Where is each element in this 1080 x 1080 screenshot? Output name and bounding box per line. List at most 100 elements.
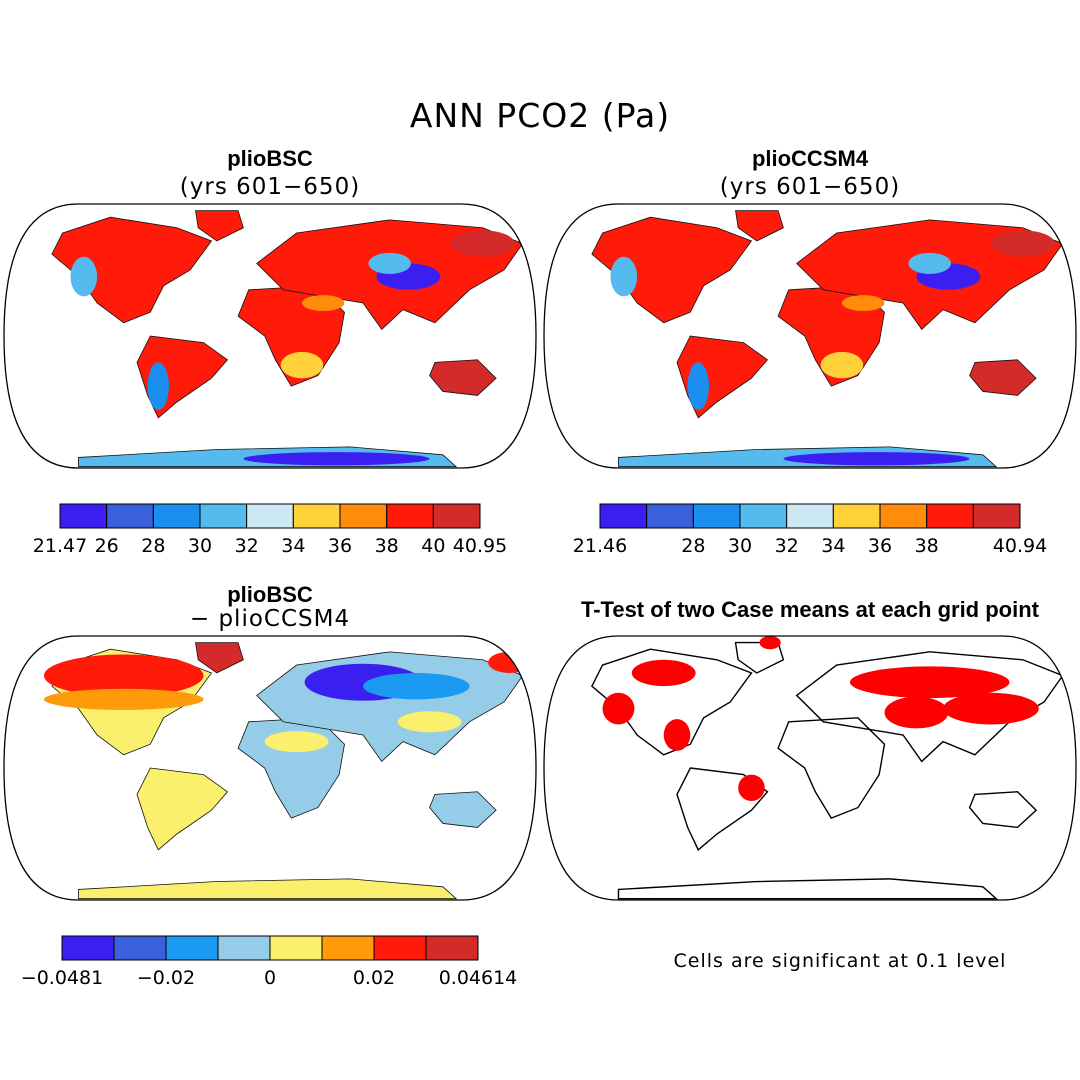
colorbar-3-box-2 bbox=[165, 935, 219, 961]
continent-australia bbox=[968, 791, 1038, 829]
panel-1-title: plioBSC bbox=[227, 146, 313, 171]
colorbar-3-box-3 bbox=[217, 935, 271, 961]
map-background bbox=[544, 636, 1076, 900]
colorbar-2-label-0: 21.46 bbox=[573, 535, 627, 557]
colorbar-1-box-5 bbox=[292, 503, 341, 529]
continent-antarctica bbox=[78, 878, 458, 900]
panel-3-subtitle: − plioCCSM4 bbox=[189, 606, 351, 632]
colorbar-3-label-2: −0.02 bbox=[137, 967, 195, 989]
india-yellow-blob bbox=[397, 711, 462, 733]
colorbar-3-box-7 bbox=[425, 935, 479, 961]
colorbar-3-label-4: 0 bbox=[264, 967, 276, 989]
sahara-yellow-blob bbox=[264, 731, 329, 753]
colorbar-2-label-4: 32 bbox=[775, 535, 799, 557]
map-panel-4 bbox=[543, 635, 1077, 901]
colorbar-1-box-2 bbox=[152, 503, 201, 529]
colorbar-3: −0.0481 −0.02 0 0.02 0.04614 bbox=[21, 935, 518, 989]
colorbar-2-box-3 bbox=[739, 503, 788, 529]
colorbar-1-label-3: 30 bbox=[188, 535, 212, 557]
continent-greenland bbox=[195, 210, 244, 242]
continent-australia bbox=[969, 359, 1037, 396]
panel-4-title: T-Test of two Case means at each grid po… bbox=[580, 597, 1039, 622]
colorbar-2-label-2: 28 bbox=[681, 535, 705, 557]
map-frame bbox=[543, 203, 1077, 469]
colorbar-2-label-5: 34 bbox=[821, 535, 845, 557]
sig-eurasia bbox=[849, 666, 1010, 699]
colorbar-2-label-6: 36 bbox=[868, 535, 892, 557]
arabia-blob bbox=[301, 295, 345, 311]
colorbar-1-box-0 bbox=[59, 503, 108, 529]
antarctic-blob bbox=[243, 452, 430, 466]
colorbar-3-label-6: 0.02 bbox=[353, 967, 395, 989]
significance-note: Cells are significant at 0.1 level bbox=[673, 950, 1007, 972]
sig-canada bbox=[631, 659, 696, 687]
map-panel-2 bbox=[543, 203, 1077, 469]
colorbar-2-box-8 bbox=[972, 503, 1021, 529]
colorbar-3-label-0: −0.0481 bbox=[21, 967, 103, 989]
colorbar-3-label-8: 0.04614 bbox=[439, 967, 518, 989]
continent-antarctica bbox=[617, 878, 999, 900]
colorbar-2-box-2 bbox=[692, 503, 741, 529]
colorbar-2-label-3: 30 bbox=[728, 535, 752, 557]
colorbar-1-label-2: 28 bbox=[141, 535, 165, 557]
colorbar-2: 21.46 28 30 32 34 36 38 40.94 bbox=[573, 503, 1047, 557]
colorbar-1-box-7 bbox=[386, 503, 434, 529]
south-africa-blob bbox=[280, 351, 324, 379]
south-africa-blob bbox=[820, 351, 864, 379]
asia-blue-blob bbox=[363, 672, 470, 700]
colorbar-1-label-6: 36 bbox=[328, 535, 352, 557]
colorbar-1-box-8 bbox=[432, 503, 481, 529]
andes-blob bbox=[147, 362, 169, 410]
map-frame bbox=[3, 635, 537, 901]
map-frame bbox=[3, 203, 537, 469]
colorbar-2-label-9: 40.94 bbox=[993, 535, 1047, 557]
colorbar-2-box-1 bbox=[646, 503, 694, 529]
na-positive-blob bbox=[43, 654, 204, 697]
colorbar-1-label-9: 40.95 bbox=[453, 535, 507, 557]
panel-2-title: plioCCSM4 bbox=[751, 146, 869, 171]
sig-greenland bbox=[759, 636, 781, 650]
colorbar-3-box-0 bbox=[61, 935, 115, 961]
colorbar-3-box-6 bbox=[373, 935, 427, 961]
far-east-blob bbox=[488, 651, 531, 673]
rockies-blob bbox=[70, 256, 98, 297]
colorbar-1-box-4 bbox=[246, 503, 294, 529]
continent-eurasia bbox=[795, 651, 1064, 763]
sig-middle-east bbox=[884, 696, 949, 729]
sig-brazil bbox=[738, 774, 765, 801]
antarctic-blob bbox=[783, 452, 970, 466]
map-panel-3 bbox=[3, 635, 537, 901]
colorbar-1-label-1: 26 bbox=[95, 535, 119, 557]
colorbar-2-box-4 bbox=[786, 503, 834, 529]
colorbar-1-label-7: 38 bbox=[375, 535, 399, 557]
colorbar-3-box-1 bbox=[113, 935, 167, 961]
colorbar-1-box-3 bbox=[199, 503, 248, 529]
continent-samerica bbox=[136, 767, 229, 851]
colorbar-1-label-4: 32 bbox=[235, 535, 259, 557]
continent-africa bbox=[777, 717, 886, 820]
colorbar-3-box-4 bbox=[269, 935, 323, 961]
colorbar-1-label-0: 21.47 bbox=[33, 535, 87, 557]
sig-mexico bbox=[663, 719, 691, 751]
highland-blob bbox=[368, 252, 411, 274]
colorbar-2-box-0 bbox=[599, 503, 648, 529]
figure-title: ANN PCO2 (Pa) bbox=[409, 96, 671, 135]
andes-blob bbox=[687, 362, 709, 410]
continent-greenland bbox=[735, 210, 784, 242]
colorbar-1-box-1 bbox=[106, 503, 154, 529]
colorbar-1-label-8: 40 bbox=[421, 535, 445, 557]
arabia-blob bbox=[841, 295, 885, 311]
siberia-blob bbox=[450, 230, 515, 257]
colorbar-1: 21.47 26 28 30 32 34 36 38 40 40.95 bbox=[33, 503, 507, 557]
colorbar-1-box-6 bbox=[339, 503, 388, 529]
panel-1-subtitle: (yrs 601−650) bbox=[179, 174, 361, 200]
map-frame bbox=[543, 635, 1077, 901]
sig-west-us bbox=[602, 692, 635, 725]
siberia-blob bbox=[990, 230, 1055, 257]
colorbar-2-box-7 bbox=[926, 503, 974, 529]
colorbar-3-box-5 bbox=[321, 935, 375, 961]
map-panel-1 bbox=[3, 203, 537, 469]
colorbar-2-label-7: 38 bbox=[915, 535, 939, 557]
highland-blob bbox=[908, 252, 951, 274]
